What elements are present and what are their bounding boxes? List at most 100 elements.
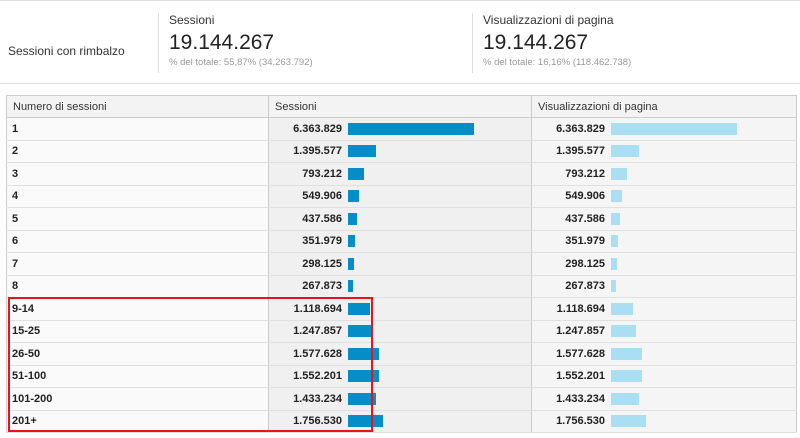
row-label: 5 <box>6 207 269 231</box>
top-divider <box>0 0 800 1</box>
row-label: 7 <box>6 252 269 276</box>
sessions-bar <box>348 280 354 293</box>
sessions-bar <box>348 257 354 270</box>
sessions-value: 1.552.201 <box>293 370 342 383</box>
pageviews-cell: 1.756.530 <box>531 409 797 433</box>
metric-title: Sessioni <box>169 13 215 27</box>
sessions-cell: 1.552.201 <box>268 364 532 388</box>
sessions-cell: 1.433.234 <box>268 387 532 411</box>
sessions-bar <box>348 392 377 405</box>
pageviews-cell: 1.395.577 <box>531 139 797 163</box>
table-row: 9-14 1.118.694 1.118.694 <box>6 297 797 321</box>
pageviews-bar <box>611 392 640 405</box>
pageviews-bar <box>611 280 617 293</box>
row-label-text[interactable]: 101-200 <box>12 392 53 405</box>
pageviews-value: 1.118.694 <box>556 302 605 315</box>
row-label-text[interactable]: 4 <box>12 190 19 203</box>
sessions-cell: 1.395.577 <box>268 139 532 163</box>
sessions-bar <box>348 415 383 428</box>
sessions-bar <box>348 122 474 135</box>
table-row: 201+ 1.756.530 1.756.530 <box>6 409 797 433</box>
pageviews-value: 6.363.829 <box>556 122 605 135</box>
pageviews-cell: 267.873 <box>531 274 797 298</box>
pageviews-bar <box>611 257 617 270</box>
sessions-cell: 351.979 <box>268 229 532 253</box>
pageviews-value: 437.586 <box>565 212 605 225</box>
sessions-bar <box>348 145 376 158</box>
sessions-value: 1.756.530 <box>293 415 342 428</box>
pageviews-cell: 1.118.694 <box>531 297 797 321</box>
row-label: 15-25 <box>6 319 269 343</box>
sessions-bar <box>348 302 371 315</box>
table-row: 26-50 1.577.628 1.577.628 <box>6 342 797 366</box>
row-label: 3 <box>6 162 269 186</box>
sessions-cell: 793.212 <box>268 162 532 186</box>
pageviews-bar <box>611 122 737 135</box>
row-label: 51-100 <box>6 364 269 388</box>
pageviews-value: 1.433.234 <box>556 392 605 405</box>
pageviews-bar <box>611 370 642 383</box>
sessions-bar <box>348 325 373 338</box>
sessions-cell: 549.906 <box>268 184 532 208</box>
pageviews-cell: 437.586 <box>531 207 797 231</box>
pageviews-bar <box>611 145 639 158</box>
table-row: 2 1.395.577 1.395.577 <box>6 139 797 163</box>
row-label: 9-14 <box>6 297 269 321</box>
sessions-cell: 298.125 <box>268 252 532 276</box>
header-sessions[interactable]: Sessioni <box>268 95 532 118</box>
row-label-text[interactable]: 5 <box>12 212 19 225</box>
sessions-value: 298.125 <box>302 257 342 270</box>
pageviews-value: 267.873 <box>565 280 605 293</box>
pageviews-cell: 351.979 <box>531 229 797 253</box>
sessions-value: 1.433.234 <box>293 392 342 405</box>
row-label-text[interactable]: 9-14 <box>12 302 35 315</box>
table-row: 8 267.873 267.873 <box>6 274 797 298</box>
header-pageviews[interactable]: Visualizzazioni di pagina <box>531 95 797 118</box>
sessions-bar <box>348 190 359 203</box>
metric-pageviews: Visualizzazioni di pagina 19.144.267 % d… <box>472 13 631 73</box>
pageviews-value: 298.125 <box>565 257 605 270</box>
row-label-text[interactable]: 3 <box>12 167 19 180</box>
row-label-text[interactable]: 26-50 <box>12 347 41 360</box>
sessions-cell: 1.756.530 <box>268 409 532 433</box>
segment-label: Sessioni con rimbalzo <box>8 44 125 58</box>
row-label-text[interactable]: 15-25 <box>12 325 41 338</box>
pageviews-cell: 1.552.201 <box>531 364 797 388</box>
header-sessions-count[interactable]: Numero di sessioni <box>6 95 269 118</box>
pageviews-value: 1.756.530 <box>556 415 605 428</box>
row-label: 26-50 <box>6 342 269 366</box>
row-label: 8 <box>6 274 269 298</box>
pageviews-cell: 1.433.234 <box>531 387 797 411</box>
row-label-text[interactable]: 51-100 <box>12 370 47 383</box>
pageviews-value: 1.395.577 <box>556 145 605 158</box>
row-label: 1 <box>6 117 269 141</box>
sessions-cell: 1.247.857 <box>268 319 532 343</box>
pageviews-cell: 1.577.628 <box>531 342 797 366</box>
sessions-value: 351.979 <box>302 235 342 248</box>
pageviews-bar <box>611 190 622 203</box>
table-row: 101-200 1.433.234 1.433.234 <box>6 387 797 411</box>
sessions-value: 1.577.628 <box>293 347 342 360</box>
pageviews-bar <box>611 415 646 428</box>
sessions-bar <box>348 235 355 248</box>
pageviews-cell: 793.212 <box>531 162 797 186</box>
row-label: 4 <box>6 184 269 208</box>
row-label-text[interactable]: 8 <box>12 280 19 293</box>
row-label: 2 <box>6 139 269 163</box>
summary-panel: Sessioni con rimbalzo Sessioni 19.144.26… <box>0 1 800 84</box>
sessions-cell: 6.363.829 <box>268 117 532 141</box>
row-label-text[interactable]: 1 <box>12 122 19 135</box>
row-label-text[interactable]: 201+ <box>12 415 37 428</box>
sessions-cell: 1.577.628 <box>268 342 532 366</box>
row-label-text[interactable]: 7 <box>12 257 19 270</box>
row-label: 101-200 <box>6 387 269 411</box>
pageviews-cell: 549.906 <box>531 184 797 208</box>
sessions-cell: 1.118.694 <box>268 297 532 321</box>
sessions-bar <box>348 167 364 180</box>
row-label-text[interactable]: 6 <box>12 235 19 248</box>
metric-percent: % del totale: 55,87% (34.263.792) <box>169 57 313 68</box>
pageviews-value: 1.552.201 <box>556 370 605 383</box>
metric-sessions: Sessioni 19.144.267 % del totale: 55,87%… <box>158 13 313 73</box>
row-label-text[interactable]: 2 <box>12 145 19 158</box>
sessions-cell: 437.586 <box>268 207 532 231</box>
